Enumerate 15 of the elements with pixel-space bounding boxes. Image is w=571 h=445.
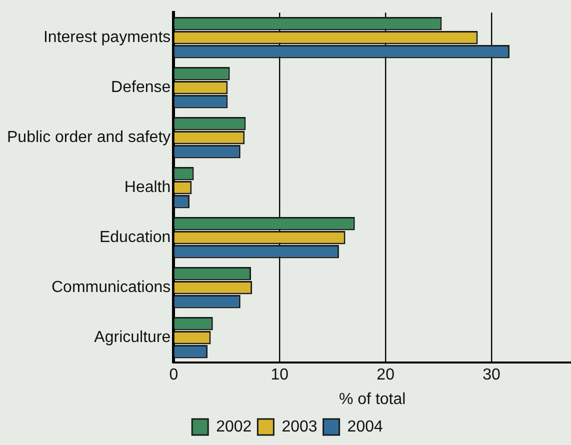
legend-label: 2004 xyxy=(347,418,383,436)
y-tick-label: Interest payments xyxy=(43,29,171,46)
x-tick-label: 0 xyxy=(169,366,178,384)
legend-label: 2002 xyxy=(216,418,252,436)
x-tick-label: 20 xyxy=(376,366,395,384)
x-axis-title: % of total xyxy=(338,390,406,408)
x-tick-label: 10 xyxy=(270,366,289,384)
y-tick-label: Education xyxy=(99,229,171,246)
y-tick-label: Defense xyxy=(111,79,171,96)
y-tick-label: Agriculture xyxy=(94,329,171,346)
x-tick-label: 30 xyxy=(482,366,501,384)
legend-label: 2003 xyxy=(282,418,318,436)
y-tick-label: Public order and safety xyxy=(6,129,171,146)
y-tick-label: Health xyxy=(124,179,171,196)
y-tick-label: Communications xyxy=(51,279,171,296)
